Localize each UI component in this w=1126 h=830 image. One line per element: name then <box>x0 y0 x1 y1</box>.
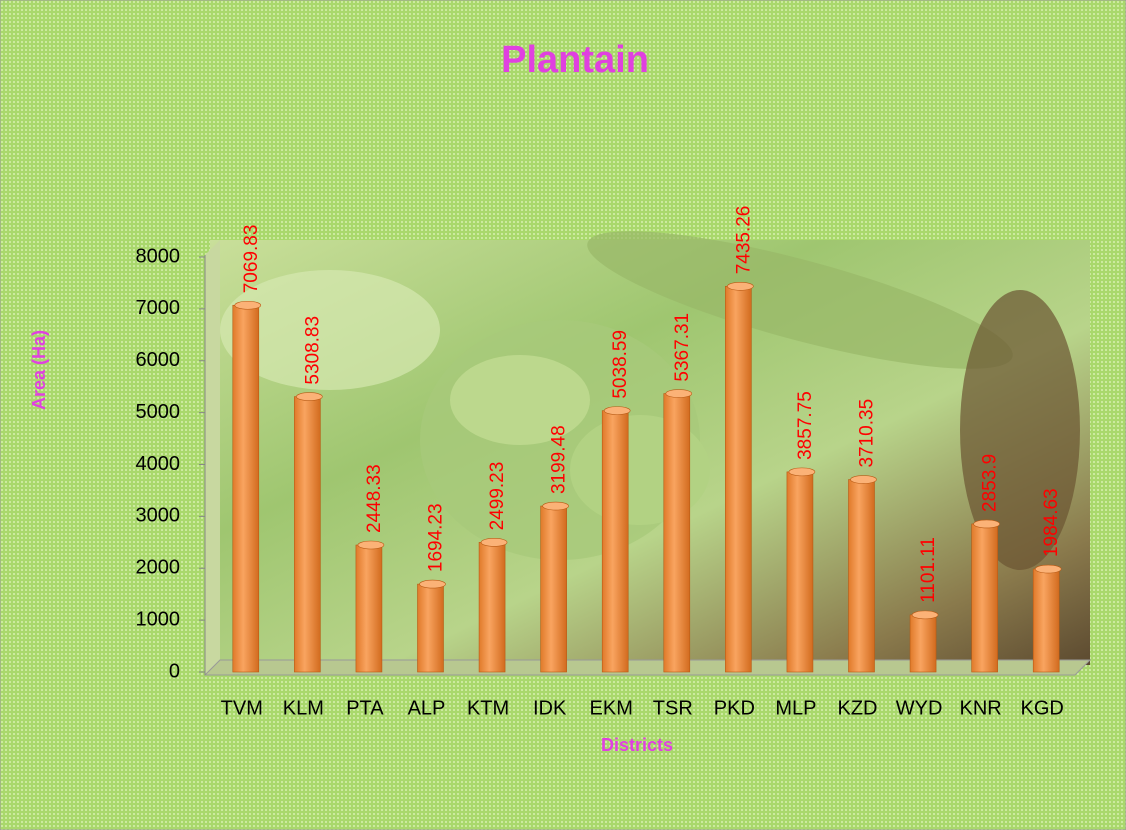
bar-top <box>419 579 446 589</box>
bar <box>294 396 321 673</box>
bar <box>786 471 814 673</box>
bar-top <box>727 281 754 291</box>
x-tick-label: WYD <box>896 697 943 719</box>
bar-top <box>665 389 693 398</box>
x-tick-label: KZD <box>838 697 878 719</box>
value-label: 7435.26 <box>733 206 754 275</box>
x-tick-label: KTM <box>467 697 509 719</box>
x-tick-label: PTA <box>346 697 384 719</box>
value-label: 2448.33 <box>364 464 385 533</box>
bar <box>971 523 998 673</box>
value-label: 5038.59 <box>610 330 631 399</box>
y-tick-label: 1000 <box>136 608 181 630</box>
y-tick-label: 7000 <box>136 297 181 319</box>
bar-top <box>850 475 877 484</box>
bar-top <box>234 300 262 310</box>
x-tick-label: KNR <box>960 697 1002 719</box>
value-label: 1694.23 <box>426 503 447 572</box>
x-tick-label: PKD <box>714 697 755 719</box>
value-label: 3857.75 <box>795 391 816 460</box>
bar-top <box>911 610 939 620</box>
value-label: 7069.83 <box>241 225 262 294</box>
bar-top <box>357 540 385 550</box>
bar <box>417 583 444 673</box>
y-tick-label: 4000 <box>136 453 181 475</box>
x-tick-label: IDK <box>533 697 567 719</box>
y-tick-label: 8000 <box>136 245 181 267</box>
bar <box>355 544 383 673</box>
bar-top <box>788 467 816 477</box>
x-tick-label: KLM <box>283 697 324 719</box>
y-tick-label: 6000 <box>136 349 181 371</box>
bar <box>663 393 691 673</box>
value-label: 3199.48 <box>549 425 570 494</box>
bar-top <box>480 538 508 547</box>
x-tick-label: TVM <box>221 697 263 719</box>
y-axis-label: Area (Ha) <box>29 330 49 410</box>
value-label: 3710.35 <box>857 399 878 468</box>
photo-backdrop <box>203 231 1092 676</box>
value-label: 1101.11 <box>918 537 939 603</box>
value-label: 2853.9 <box>980 454 1001 512</box>
x-axis-label: Districts <box>601 735 673 755</box>
x-tick-label: MLP <box>775 697 816 719</box>
bar-top <box>296 392 323 401</box>
bar <box>1032 568 1060 673</box>
x-tick-label: EKM <box>590 697 633 719</box>
bar <box>848 479 875 673</box>
y-tick-label: 0 <box>169 660 180 682</box>
value-label: 1984.63 <box>1041 488 1062 557</box>
y-tick-label: 3000 <box>136 505 181 527</box>
bar <box>725 285 752 673</box>
y-tick-label: 2000 <box>136 557 181 579</box>
value-label: 2499.23 <box>487 462 508 531</box>
bar <box>540 505 567 673</box>
x-tick-label: TSR <box>653 697 693 719</box>
value-label: 5367.31 <box>672 313 693 382</box>
bar-top <box>542 501 569 511</box>
bar <box>601 410 629 673</box>
y-tick-label: 5000 <box>136 401 181 423</box>
bar <box>232 304 260 673</box>
bar-top <box>1034 564 1062 574</box>
x-tick-label: ALP <box>408 697 446 719</box>
bar-top <box>973 519 1000 529</box>
bar <box>909 614 937 673</box>
bar <box>478 542 506 673</box>
bar-top <box>603 406 631 415</box>
chart-title: Plantain <box>501 39 649 81</box>
value-label: 5308.83 <box>302 316 323 385</box>
x-tick-label: KGD <box>1021 697 1064 719</box>
